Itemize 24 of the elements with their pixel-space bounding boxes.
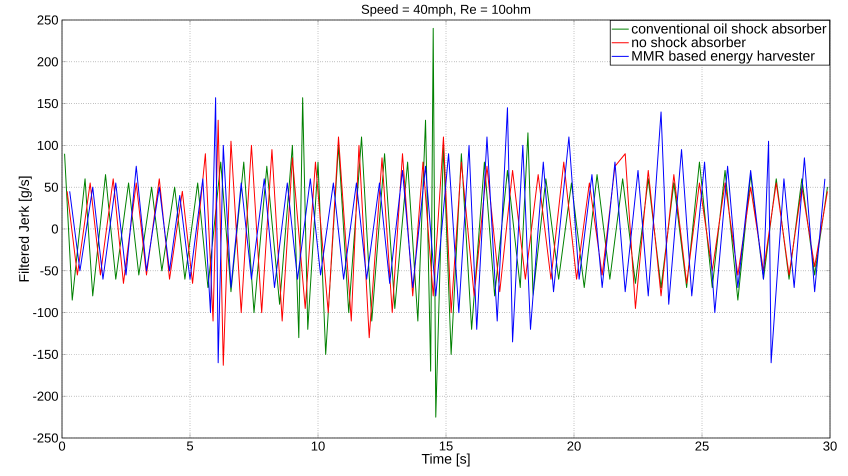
y-tick-label: 250 [38,15,58,25]
y-tick-label: 0 [52,224,58,234]
legend-label: no shock absorber [632,36,746,48]
x-tick-label: 30 [823,442,837,451]
y-tick-label: -50 [40,266,58,276]
y-tick-label: -200 [33,392,58,401]
y-tick-label: 150 [38,99,58,108]
legend-label: MMR based energy harvester [632,50,815,64]
y-tick-label: -100 [33,308,58,318]
x-tick-label: 15 [440,442,453,451]
y-tick-label: -150 [33,350,58,359]
legend-label: conventional oil shock absorber [632,23,826,34]
y-tick-label: 100 [38,140,58,150]
y-tick-label: -250 [33,433,58,443]
y-tick-label: 50 [44,182,58,192]
x-tick-label: 20 [567,442,581,451]
y-tick-label: 200 [38,57,58,66]
x-axis-title: Time [s] [422,454,470,467]
x-tick-label: 25 [695,442,709,451]
x-tick-label: 5 [186,442,194,451]
x-tick-label: 0 [58,442,66,451]
y-axis-title: Filtered Jerk [g/s] [18,176,32,282]
x-tick-label: 10 [312,442,325,451]
chart-title: Speed = 40mph, Re = 10ohm [362,4,530,16]
